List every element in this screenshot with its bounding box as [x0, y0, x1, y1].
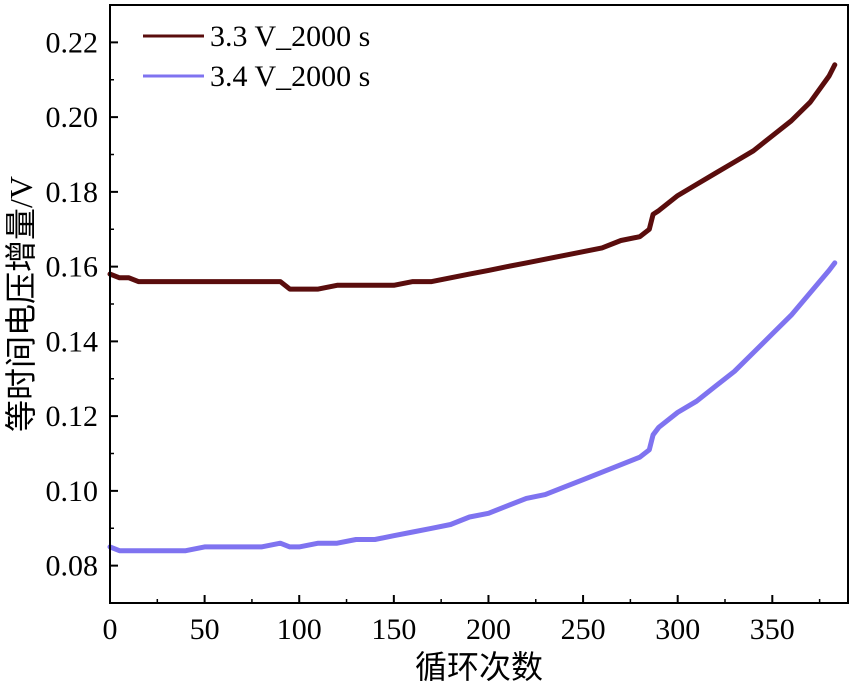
x-tick-label: 350 — [750, 613, 795, 646]
x-axis: 0 50 100 150 200 250 300 350 — [103, 595, 821, 646]
y-tick-label: 0.22 — [46, 26, 99, 59]
x-axis-label: 循环次数 — [415, 649, 543, 685]
y-tick-label: 0.08 — [46, 550, 99, 583]
legend-label-1: 3.3 V_2000 s — [210, 20, 370, 53]
series-line-2 — [107, 260, 838, 554]
x-tick-label: 200 — [466, 613, 511, 646]
y-tick-label: 0.14 — [46, 325, 99, 358]
x-tick-label: 100 — [277, 613, 322, 646]
y-tick-label: 0.10 — [46, 475, 99, 508]
y-axis-label: 等时间电压增量/V — [3, 176, 39, 432]
legend-label-2: 3.4 V_2000 s — [210, 60, 370, 93]
series-layer — [107, 62, 838, 554]
y-axis: 0.08 0.10 0.12 0.14 0.16 0.18 0.20 0.22 — [46, 4, 118, 604]
y-tick-label: 0.20 — [46, 101, 99, 134]
legend: 3.3 V_2000 s 3.4 V_2000 s — [143, 20, 370, 93]
y-tick-label: 0.16 — [46, 251, 99, 284]
x-tick-label: 50 — [190, 613, 220, 646]
x-tick-label: 150 — [371, 613, 416, 646]
x-tick-label: 300 — [655, 613, 700, 646]
y-tick-label: 0.12 — [46, 400, 99, 433]
x-tick-label: 250 — [561, 613, 606, 646]
x-tick-label: 0 — [103, 613, 118, 646]
series-line-1 — [107, 62, 838, 292]
y-tick-label: 0.18 — [46, 176, 99, 209]
